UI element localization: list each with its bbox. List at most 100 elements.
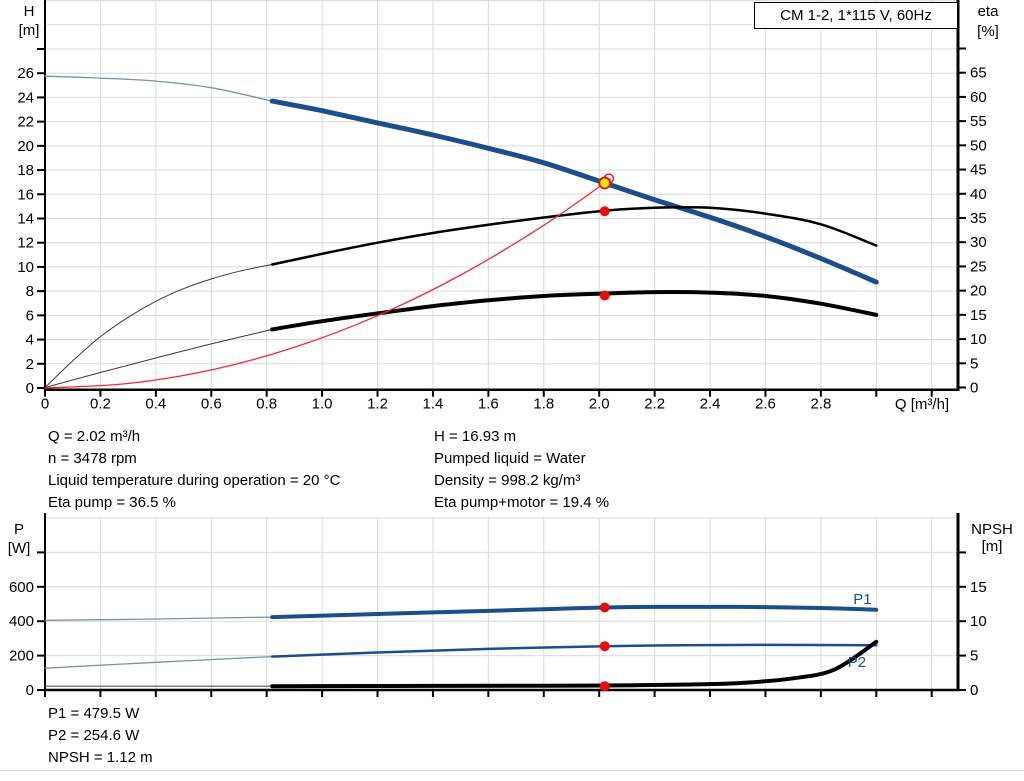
svg-text:5: 5 [970,648,978,665]
svg-text:10: 10 [17,259,34,276]
power-npsh-chart: 0 200 400 600 0 5 10 15 P1 P2 [9,513,987,699]
svg-text:1.6: 1.6 [478,396,499,413]
svg-text:0.8: 0.8 [256,396,277,413]
readout-bottom-block: P1 = 479.5 W P2 = 254.6 W NPSH = 1.12 m [48,703,153,769]
svg-text:0.2: 0.2 [90,396,111,413]
svg-text:0: 0 [970,682,978,699]
gridlines [45,0,958,388]
svg-text:2.0: 2.0 [589,396,610,413]
svg-text:50: 50 [970,137,987,154]
svg-text:20: 20 [970,283,987,300]
readout-p2: P2 = 254.6 W [48,727,140,744]
eta-pump-curve [270,206,878,266]
svg-text:16: 16 [17,186,34,203]
operating-point-p1 [599,602,610,613]
eta-pump-motor-curve [270,289,879,332]
svg-text:24: 24 [17,89,34,106]
pump-model-title: CM 1-2, 1*115 V, 60Hz [780,7,932,24]
readout-flow: Q = 2.02 m³/h [48,428,141,445]
hq-eta-chart: 0246810121416182022242605101520253035404… [17,0,987,413]
readout-npsh: NPSH = 1.12 m [48,749,153,766]
svg-text:15: 15 [970,579,987,596]
axes [37,0,966,397]
p2-curve-label: P2 [848,654,866,671]
readout-liquid-temperature: Liquid temperature during operation = 20… [48,472,341,489]
svg-text:0: 0 [970,380,978,397]
h-axis-label: H [23,3,35,20]
axes [37,513,966,697]
p1-curve-extension [44,616,273,621]
readout-eta-pump-motor: Eta pump+motor = 19.4 % [434,494,610,511]
svg-text:20: 20 [17,138,34,155]
readout-eta-pump: Eta pump = 36.5 % [48,494,176,511]
tick-labels: 0246810121416182022242605101520253035404… [17,65,986,413]
p2-curve-extension [44,655,273,669]
svg-text:10: 10 [970,331,987,348]
system-curve [44,178,611,389]
p1-curve [270,604,879,620]
hq-curve-extension [44,75,273,102]
readout-p1: P1 = 479.5 W [48,705,140,722]
h-axis-unit: [m] [18,22,40,39]
svg-text:60: 60 [970,89,987,106]
q-axis-label: Q [m³/h] [894,396,950,413]
svg-text:5: 5 [970,355,978,372]
operating-point-eta-pump [599,206,610,217]
svg-text:2.4: 2.4 [700,396,721,413]
svg-text:0: 0 [26,682,34,699]
readout-speed: n = 3478 rpm [48,450,137,467]
p-axis-unit: [W] [7,540,31,557]
footer-divider [0,770,1024,771]
tick-labels: 0 200 400 600 0 5 10 15 [9,579,987,699]
svg-text:18: 18 [17,162,34,179]
svg-text:4: 4 [26,332,34,349]
svg-text:2.2: 2.2 [644,396,665,413]
svg-text:2: 2 [26,356,34,373]
svg-text:0.6: 0.6 [201,396,222,413]
svg-text:35: 35 [970,210,987,227]
readout-density: Density = 998.2 kg/m³ [434,472,581,489]
svg-text:26: 26 [17,65,34,82]
chart-title-box: CM 1-2, 1*115 V, 60Hz [754,2,958,29]
svg-text:2.6: 2.6 [755,396,776,413]
svg-text:1.0: 1.0 [312,396,333,413]
p1-curve-label: P1 [853,591,871,608]
hq-curve [269,98,879,285]
svg-text:1.8: 1.8 [533,396,554,413]
svg-text:40: 40 [970,186,987,203]
svg-text:8: 8 [26,283,34,300]
eta-axis-label: eta [977,3,999,20]
svg-text:1.2: 1.2 [367,396,388,413]
svg-text:65: 65 [970,65,987,82]
svg-text:15: 15 [970,307,987,324]
operating-point-npsh [599,681,610,692]
readout-head: H = 16.93 m [434,428,517,445]
p-axis-label: P [13,521,24,538]
readout-right-column: H = 16.93 m Pumped liquid = Water Densit… [434,426,609,514]
svg-text:12: 12 [17,235,34,252]
p2-curve [270,643,878,658]
duty-point [598,176,612,190]
svg-text:400: 400 [9,613,34,630]
readout-left-column: Q = 2.02 m³/h n = 3478 rpm Liquid temper… [48,426,340,514]
readout-pumped-liquid: Pumped liquid = Water [434,450,586,467]
svg-text:0: 0 [41,396,49,413]
svg-text:1.4: 1.4 [423,396,444,413]
gridlines [45,517,958,690]
svg-text:25: 25 [970,258,987,275]
operating-point-p2 [599,641,610,652]
npsh-curve [270,639,879,689]
svg-text:14: 14 [17,211,34,228]
svg-text:45: 45 [970,162,987,179]
svg-text:200: 200 [9,648,34,665]
npsh-axis-unit: [m] [981,538,1003,555]
operating-point-eta-pump-motor [599,290,610,301]
svg-text:2.8: 2.8 [810,396,831,413]
svg-text:22: 22 [17,114,34,131]
svg-text:0: 0 [26,380,34,397]
eta-pump-motor-curve-extension [44,328,273,388]
svg-text:6: 6 [26,307,34,324]
svg-text:30: 30 [970,234,987,251]
